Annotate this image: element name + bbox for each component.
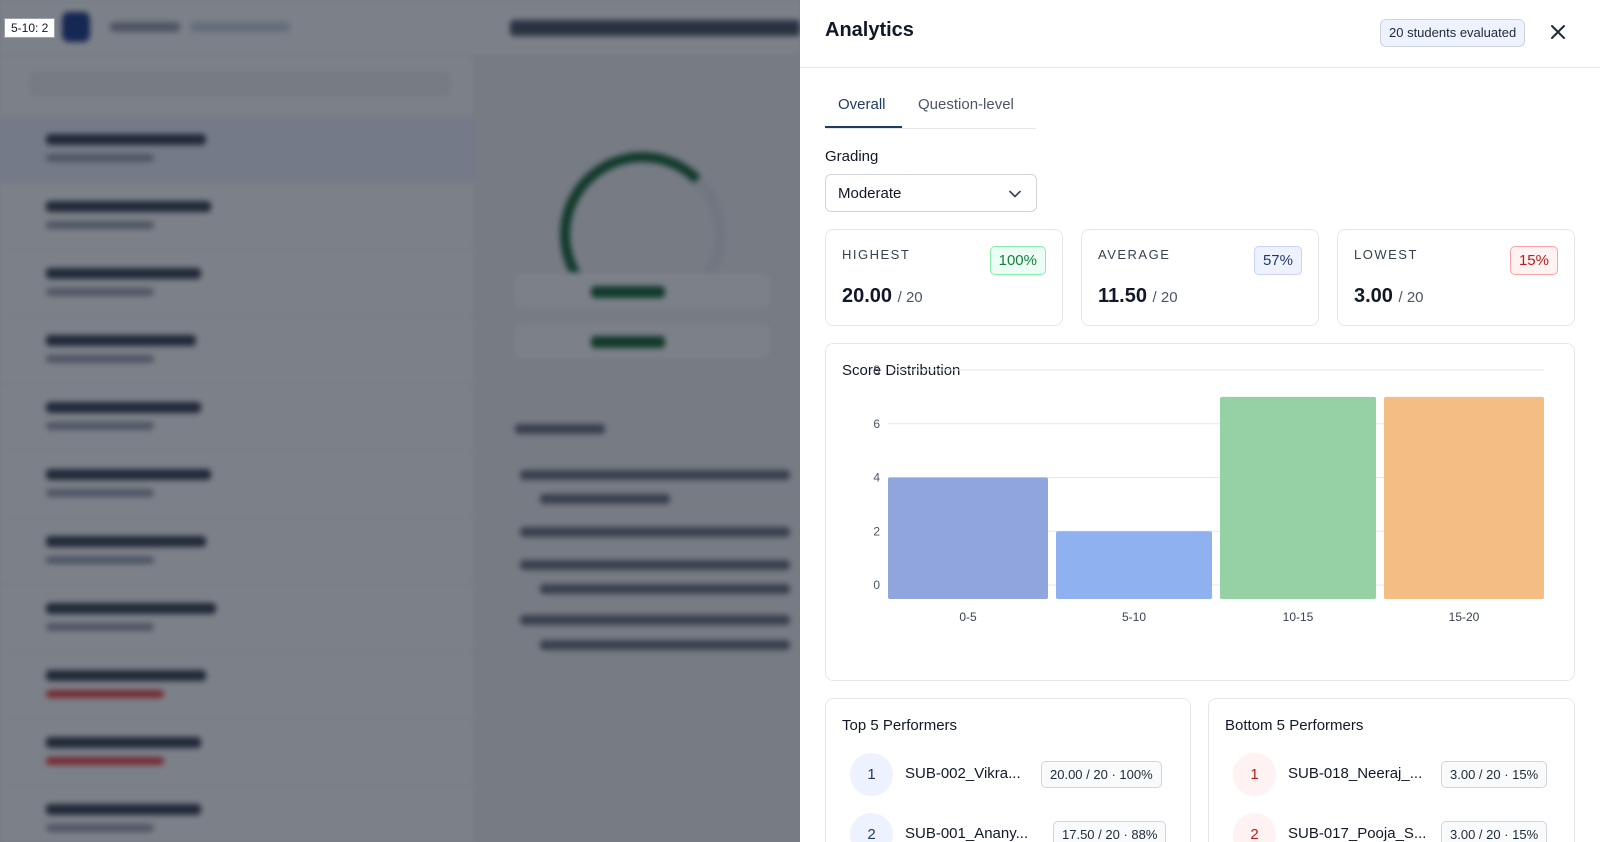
top-performers-card: Top 5 Performers 1 SUB-002_Vikra... 20.0…	[825, 698, 1191, 842]
rank-badge: 2	[850, 813, 893, 842]
average-score: 11.50 / 20	[1098, 285, 1178, 308]
lowest-score-value: 3.00	[1354, 285, 1393, 307]
chart-bar	[1220, 396, 1376, 599]
chart-x-tick-label: 0-5	[959, 610, 977, 624]
average-percent-badge: 57%	[1253, 246, 1302, 275]
grading-selected-value: Moderate	[838, 185, 902, 202]
grading-select[interactable]: Moderate	[825, 174, 1037, 212]
chart-hover-tooltip: 5-10: 2	[4, 18, 56, 38]
chart-x-tick-label: 10-15	[1283, 610, 1314, 624]
rank-badge: 1	[850, 753, 893, 796]
bottom-performers-card: Bottom 5 Performers 1 SUB-018_Neeraj_...…	[1208, 698, 1575, 842]
chart-bar	[1384, 396, 1544, 599]
score-distribution-card: Score Distribution 0 2 4 6 8 0-5 5-10 10-15 15-2…	[825, 343, 1575, 681]
chart-bar	[888, 477, 1048, 599]
performer-score-badge: 20.00 / 20 · 100%	[1041, 761, 1162, 788]
grading-label: Grading	[825, 148, 879, 165]
bottom-performer-row[interactable]: 2 SUB-017_Pooja_S... 3.00 / 20 · 15%	[1209, 813, 1574, 842]
highest-score-card: HIGHEST 100% 20.00 / 20	[825, 229, 1063, 326]
chart-y-tick-label: 4	[873, 471, 880, 485]
lowest-score-total: / 20	[1398, 289, 1424, 306]
lowest-score: 3.00 / 20	[1354, 285, 1424, 308]
performer-score-badge: 3.00 / 20 · 15%	[1441, 821, 1548, 842]
performer-score-badge: 17.50 / 20 · 88%	[1053, 821, 1167, 842]
highest-score: 20.00 / 20	[842, 285, 923, 308]
average-score-value: 11.50	[1098, 285, 1147, 307]
rank-badge: 2	[1233, 813, 1276, 842]
close-button[interactable]	[1545, 19, 1571, 45]
chart-x-tick-label: 15-20	[1449, 610, 1480, 624]
average-score-total: / 20	[1152, 289, 1178, 306]
bottom-performer-row[interactable]: 1 SUB-018_Neeraj_... 3.00 / 20 · 15%	[1209, 753, 1574, 797]
performer-name: SUB-017_Pooja_S...	[1288, 825, 1427, 842]
panel-title: Analytics	[825, 19, 914, 41]
highest-label: HIGHEST	[842, 247, 911, 262]
chart-x-tick-label: 5-10	[1122, 610, 1146, 624]
highest-percent-badge: 100%	[989, 246, 1046, 275]
modal-backdrop[interactable]	[0, 0, 800, 842]
highest-score-value: 20.00	[842, 285, 893, 307]
performer-name: SUB-002_Vikra...	[905, 765, 1021, 782]
chart-y-tick-label: 8	[873, 363, 880, 377]
lowest-percent-badge: 15%	[1509, 246, 1558, 275]
active-tab-indicator	[825, 126, 902, 128]
chart-y-tick-label: 2	[873, 524, 880, 538]
bottom-performers-title: Bottom 5 Performers	[1225, 717, 1364, 734]
rank-badge: 1	[1233, 753, 1276, 796]
chart-bar	[1056, 531, 1212, 599]
top-performers-title: Top 5 Performers	[842, 717, 958, 734]
analytics-panel: Analytics 20 students evaluated Overall …	[800, 0, 1600, 842]
panel-header: Analytics 20 students evaluated	[800, 0, 1600, 68]
top-performer-row[interactable]: 1 SUB-002_Vikra... 20.00 / 20 · 100%	[826, 753, 1190, 797]
average-score-card: AVERAGE 57% 11.50 / 20	[1081, 229, 1319, 326]
students-evaluated-badge: 20 students evaluated	[1380, 19, 1526, 47]
analytics-tabs: Overall Question-level	[825, 86, 1036, 129]
tab-overall[interactable]: Overall	[838, 96, 886, 113]
performer-name: SUB-001_Anany...	[905, 825, 1029, 842]
performer-name: SUB-018_Neeraj_...	[1288, 765, 1423, 782]
chart-y-tick-label: 0	[873, 578, 880, 592]
lowest-label: LOWEST	[1354, 247, 1418, 262]
tab-question-level[interactable]: Question-level	[918, 96, 1014, 113]
chart-y-tick-label: 6	[873, 417, 880, 431]
performer-score-badge: 3.00 / 20 · 15%	[1441, 761, 1548, 788]
highest-score-total: / 20	[897, 289, 923, 306]
chevron-down-icon	[1009, 190, 1021, 198]
average-label: AVERAGE	[1098, 247, 1171, 262]
top-performer-row[interactable]: 2 SUB-001_Anany... 17.50 / 20 · 88%	[826, 813, 1190, 842]
close-icon	[1551, 25, 1565, 39]
score-distribution-chart: 0 2 4 6 8 0-5 5-10 10-15 15-20	[873, 363, 1544, 624]
background-app	[0, 0, 800, 842]
lowest-score-card: LOWEST 15% 3.00 / 20	[1337, 229, 1575, 326]
